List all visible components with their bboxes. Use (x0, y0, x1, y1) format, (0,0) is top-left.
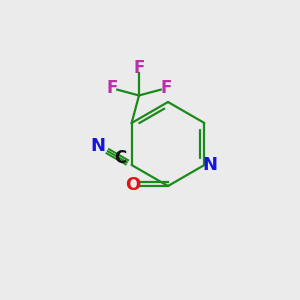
Text: F: F (106, 79, 118, 97)
Text: C: C (114, 149, 126, 167)
Text: F: F (160, 79, 172, 97)
Text: N: N (202, 156, 217, 174)
Text: O: O (125, 176, 140, 194)
Text: N: N (91, 137, 106, 155)
Text: F: F (133, 58, 145, 76)
